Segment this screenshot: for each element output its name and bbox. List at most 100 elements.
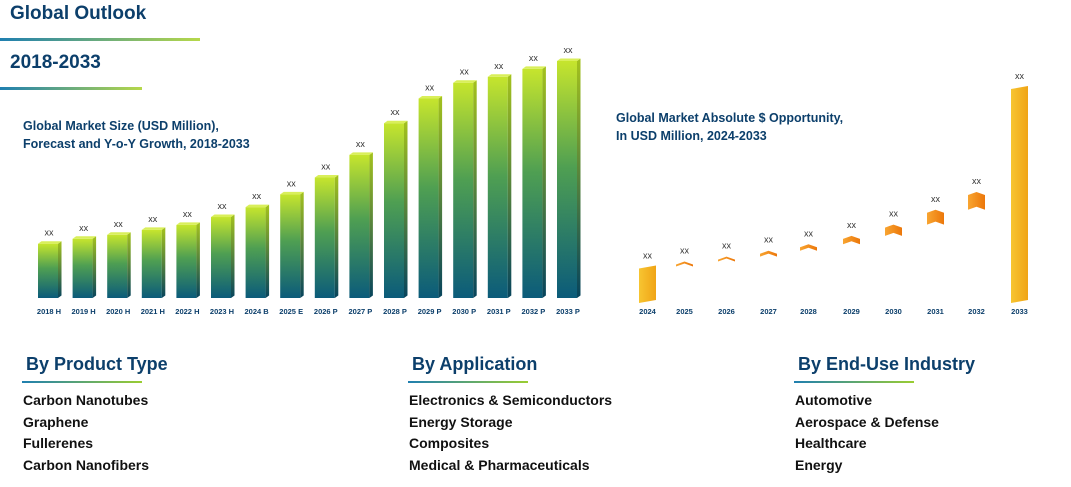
bar <box>418 98 439 299</box>
bar-side <box>196 222 200 298</box>
bar <box>349 154 370 298</box>
bar-side <box>300 191 304 298</box>
list-item: Energy Storage <box>409 413 513 430</box>
bar-data-label: xx <box>972 176 982 186</box>
bar-data-label: xx <box>391 107 401 117</box>
bar <box>557 61 577 298</box>
x-tick-label: 2024 <box>639 307 657 316</box>
bar <box>107 234 128 298</box>
x-tick-label: 2030 P <box>452 307 476 316</box>
x-tick-label: 2019 H <box>72 307 96 316</box>
list-item: Fullerenes <box>23 435 94 451</box>
x-tick-label: 2032 <box>968 307 985 316</box>
increment-bar <box>927 209 944 225</box>
x-tick-label: 2024 B <box>245 307 270 316</box>
bar-data-label: xx <box>564 45 574 55</box>
increment-bar <box>843 235 860 245</box>
bar-side <box>577 58 581 298</box>
bar-side <box>542 66 546 299</box>
x-tick-label: 2026 <box>718 307 735 316</box>
list-item: Healthcare <box>795 435 867 451</box>
bar-data-label: xx <box>460 67 470 77</box>
bar-data-label: xx <box>764 235 774 245</box>
bar-data-label: xx <box>183 209 193 219</box>
segment-list-product-type: Carbon Nanotubes Graphene Fullerenes Car… <box>23 390 149 476</box>
bar-data-label: xx <box>889 209 899 219</box>
segment-title-end-use-industry: By End-Use Industry <box>798 354 976 374</box>
opportunity-chart-title: Global Market Absolute $ Opportunity, In… <box>616 111 844 143</box>
segment-list-application: Electronics & Semiconductors Energy Stor… <box>409 390 612 476</box>
bar-data-label: xx <box>45 228 55 238</box>
market-size-chart-title: Global Market Size (USD Million), Foreca… <box>23 119 250 151</box>
bar-top <box>314 175 339 178</box>
x-tick-label: 2030 <box>885 307 902 316</box>
bar <box>487 76 508 298</box>
increment-bar <box>885 224 902 236</box>
x-tick-label: 2025 E <box>279 307 303 316</box>
bar-data-label: xx <box>356 139 366 149</box>
x-tick-label: 2029 <box>843 307 860 316</box>
bar <box>280 194 301 298</box>
segment-title-application: By Application <box>412 354 538 374</box>
bar-side <box>231 214 235 298</box>
list-item: Composites <box>409 435 490 451</box>
x-tick-label: 2021 H <box>141 307 165 316</box>
market-size-bar-chart: xx 2018 H xx 2019 H xx 2020 H xx 2021 H xx 2022 H… <box>37 45 581 316</box>
list-item: Carbon Nanofibers <box>23 456 150 473</box>
bar-side <box>438 96 443 299</box>
segment-underline <box>408 381 528 383</box>
bar-top <box>211 214 235 218</box>
list-item: Energy <box>795 456 843 473</box>
bar-side <box>369 152 373 298</box>
bar-data-label: xx <box>148 214 158 224</box>
bar-data-label: xx <box>680 246 690 256</box>
bar <box>176 224 197 298</box>
bar-top <box>245 204 270 208</box>
bar-top <box>522 66 546 69</box>
total-bar <box>1011 86 1028 303</box>
increment-bar <box>676 261 693 267</box>
increment-bar <box>800 244 817 251</box>
bar-side <box>92 236 97 298</box>
bar-data-label: xx <box>931 194 941 204</box>
list-item: Automotive <box>795 392 872 408</box>
bar-data-label: xx <box>79 223 89 233</box>
bar-top <box>72 236 97 239</box>
x-tick-label: 2020 H <box>106 307 130 316</box>
bar-data-label: xx <box>321 162 331 172</box>
x-tick-label: 2033 P <box>556 307 580 316</box>
bar-side <box>334 175 339 298</box>
bar <box>245 207 266 298</box>
increment-bar <box>760 250 777 257</box>
bar-data-label: xx <box>643 250 653 260</box>
x-tick-label: 2028 <box>800 307 817 316</box>
bar-data-label: xx <box>1015 71 1025 81</box>
bar-top <box>349 152 373 155</box>
segment-underline <box>794 381 914 383</box>
bar-data-label: xx <box>114 219 124 229</box>
bar-data-label: xx <box>252 191 262 201</box>
bar <box>141 229 162 298</box>
bar <box>314 177 335 298</box>
x-tick-label: 2033 <box>1011 307 1028 316</box>
list-item: Carbon Nanotubes <box>23 392 149 408</box>
bar <box>522 68 543 299</box>
bar-side <box>265 204 270 298</box>
bar-data-label: xx <box>425 83 435 93</box>
bar <box>38 243 58 298</box>
bar-top <box>38 241 62 244</box>
title-underline <box>0 38 200 41</box>
x-tick-label: 2018 H <box>37 307 61 316</box>
absolute-opportunity-waterfall-chart: xx 2024 xx 2025 xx 2026 xx 2027 xx 2028 xx 2029 xx 20… <box>639 71 1028 316</box>
bar-top <box>280 191 304 195</box>
increment-bar <box>718 256 735 262</box>
x-tick-label: 2028 P <box>383 307 407 316</box>
x-tick-label: 2025 <box>676 307 693 316</box>
bar-top <box>557 58 581 61</box>
bar-side <box>127 232 131 298</box>
bar-data-label: xx <box>529 53 539 63</box>
bar <box>72 238 93 298</box>
list-item: Electronics & Semiconductors <box>409 392 613 408</box>
x-tick-label: 2027 <box>760 307 777 316</box>
increment-bar <box>968 192 985 210</box>
